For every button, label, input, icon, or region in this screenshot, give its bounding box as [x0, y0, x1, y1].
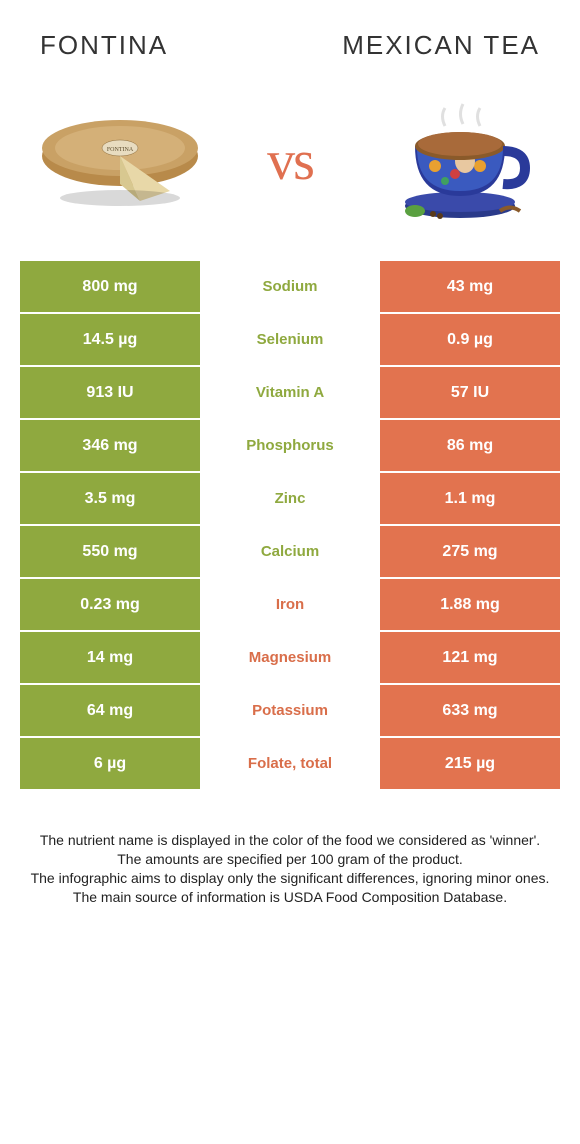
right-value-cell: 121 mg [380, 632, 560, 683]
right-value-cell: 86 mg [380, 420, 560, 471]
table-row: 0.23 mgIron1.88 mg [20, 579, 560, 632]
right-value-cell: 633 mg [380, 685, 560, 736]
footer-line: The infographic aims to display only the… [20, 869, 560, 888]
table-row: 6 µgFolate, total215 µg [20, 738, 560, 791]
nutrient-name-cell: Vitamin A [200, 367, 380, 418]
left-value-cell: 14 mg [20, 632, 200, 683]
table-row: 913 IUVitamin A57 IU [20, 367, 560, 420]
nutrient-name-cell: Zinc [200, 473, 380, 524]
left-food-image: FONTINA [30, 91, 210, 231]
nutrient-name-cell: Sodium [200, 261, 380, 312]
table-row: 550 mgCalcium275 mg [20, 526, 560, 579]
left-value-cell: 0.23 mg [20, 579, 200, 630]
nutrient-name-cell: Potassium [200, 685, 380, 736]
right-value-cell: 57 IU [380, 367, 560, 418]
teacup-icon [385, 96, 535, 226]
nutrient-name-cell: Iron [200, 579, 380, 630]
right-value-cell: 215 µg [380, 738, 560, 789]
nutrient-name-cell: Folate, total [200, 738, 380, 789]
left-value-cell: 346 mg [20, 420, 200, 471]
right-value-cell: 275 mg [380, 526, 560, 577]
table-row: 64 mgPotassium633 mg [20, 685, 560, 738]
table-row: 14.5 µgSelenium0.9 µg [20, 314, 560, 367]
table-row: 800 mgSodium43 mg [20, 261, 560, 314]
left-food-title: Fontina [40, 30, 168, 61]
left-value-cell: 64 mg [20, 685, 200, 736]
left-value-cell: 800 mg [20, 261, 200, 312]
nutrient-table: 800 mgSodium43 mg14.5 µgSelenium0.9 µg91… [20, 261, 560, 791]
header: Fontina Mexican tea [0, 0, 580, 81]
nutrient-name-cell: Calcium [200, 526, 380, 577]
footer-line: The main source of information is USDA F… [20, 888, 560, 907]
right-food-image [370, 91, 550, 231]
left-value-cell: 3.5 mg [20, 473, 200, 524]
right-value-cell: 1.1 mg [380, 473, 560, 524]
images-row: FONTINA vs [0, 81, 580, 261]
left-value-cell: 6 µg [20, 738, 200, 789]
table-row: 3.5 mgZinc1.1 mg [20, 473, 560, 526]
nutrient-name-cell: Magnesium [200, 632, 380, 683]
cheese-wheel-icon: FONTINA [35, 106, 205, 216]
nutrient-name-cell: Phosphorus [200, 420, 380, 471]
right-food-title: Mexican tea [342, 30, 540, 61]
left-value-cell: 550 mg [20, 526, 200, 577]
right-value-cell: 0.9 µg [380, 314, 560, 365]
right-value-cell: 1.88 mg [380, 579, 560, 630]
table-row: 346 mgPhosphorus86 mg [20, 420, 560, 473]
nutrient-name-cell: Selenium [200, 314, 380, 365]
footer-line: The nutrient name is displayed in the co… [20, 831, 560, 850]
left-value-cell: 14.5 µg [20, 314, 200, 365]
footer-notes: The nutrient name is displayed in the co… [0, 791, 580, 907]
left-value-cell: 913 IU [20, 367, 200, 418]
table-row: 14 mgMagnesium121 mg [20, 632, 560, 685]
svg-text:FONTINA: FONTINA [107, 147, 134, 153]
right-value-cell: 43 mg [380, 261, 560, 312]
vs-label: vs [267, 129, 313, 193]
footer-line: The amounts are specified per 100 gram o… [20, 850, 560, 869]
